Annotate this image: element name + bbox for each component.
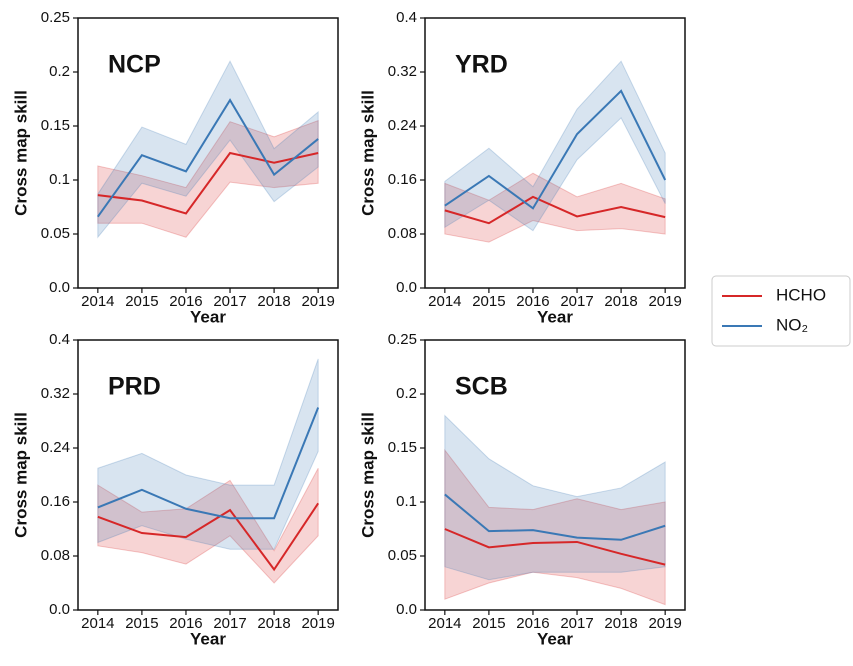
- x-tick-label: 2016: [169, 615, 202, 632]
- y-tick-label: 0.4: [396, 9, 417, 26]
- x-tick-label: 2019: [301, 615, 334, 632]
- series-line: [97, 502, 320, 572]
- y-tick-label: 0.1: [396, 493, 417, 510]
- y-tick-label: 0.32: [388, 63, 417, 80]
- y-tick-label: 0.16: [41, 493, 70, 510]
- legend-label: NO₂: [776, 315, 808, 334]
- confidence-band: [97, 119, 319, 238]
- x-tick-label: 2016: [169, 293, 202, 310]
- y-axis-label: Cross map skill: [358, 412, 377, 538]
- legend-box: [711, 275, 851, 347]
- y-axis-label: Cross map skill: [11, 90, 30, 216]
- x-tick-label: 2015: [472, 293, 505, 310]
- y-tick-label: 0.24: [388, 117, 417, 134]
- y-axis-label: Cross map skill: [11, 412, 30, 538]
- y-tick-label: 0.08: [388, 225, 417, 242]
- x-axis-label: Year: [537, 307, 573, 326]
- series-line: [97, 151, 319, 215]
- y-axis-label: Cross map skill: [358, 90, 377, 216]
- x-tick-label: 2018: [604, 615, 637, 632]
- x-tick-label: 2017: [213, 293, 246, 310]
- y-tick-label: 0.32: [41, 385, 70, 402]
- y-tick-label: 0.0: [49, 601, 70, 618]
- confidence-band: [97, 60, 319, 239]
- y-tick-label: 0.16: [388, 171, 417, 188]
- y-tick-label: 0.1: [49, 171, 70, 188]
- y-tick-label: 0.24: [41, 439, 70, 456]
- x-tick-label: 2019: [648, 293, 681, 310]
- y-tick-label: 0.2: [396, 385, 417, 402]
- x-tick-label: 2017: [560, 615, 593, 632]
- y-tick-label: 0.0: [49, 279, 70, 296]
- x-tick-label: 2016: [516, 293, 549, 310]
- x-axis-label: Year: [190, 629, 226, 648]
- y-tick-label: 0.15: [388, 439, 417, 456]
- panel-title: NCP: [108, 51, 161, 79]
- series-line: [97, 98, 319, 218]
- x-axis-label: Year: [190, 307, 226, 326]
- y-tick-label: 0.2: [49, 63, 70, 80]
- series-line: [444, 528, 666, 566]
- confidence-band: [444, 60, 666, 232]
- series-line: [444, 89, 667, 210]
- x-tick-label: 2017: [560, 293, 593, 310]
- y-tick-label: 0.25: [388, 331, 417, 348]
- series-line: [444, 195, 666, 225]
- x-tick-label: 2017: [213, 615, 246, 632]
- x-tick-label: 2019: [648, 615, 681, 632]
- confidence-band: [97, 358, 319, 550]
- confidence-band: [444, 414, 666, 581]
- series-line: [97, 407, 320, 520]
- panel-title: YRD: [455, 51, 508, 79]
- axes-frame: [77, 17, 339, 289]
- y-tick-label: 0.0: [396, 601, 417, 618]
- x-tick-label: 2018: [604, 293, 637, 310]
- x-tick-label: 2015: [472, 615, 505, 632]
- x-tick-label: 2014: [428, 293, 461, 310]
- y-tick-label: 0.4: [49, 331, 70, 348]
- x-tick-label: 2016: [516, 615, 549, 632]
- axes-frame: [424, 339, 686, 611]
- series-line: [444, 493, 666, 541]
- x-tick-label: 2018: [257, 293, 290, 310]
- y-tick-label: 0.15: [41, 117, 70, 134]
- x-axis-label: Year: [537, 629, 573, 648]
- axes-frame: [77, 339, 339, 611]
- panel-title: PRD: [108, 373, 161, 401]
- x-tick-label: 2014: [81, 615, 114, 632]
- y-tick-label: 0.0: [396, 279, 417, 296]
- legend-label: HCHO: [776, 285, 826, 304]
- panel-title: SCB: [455, 373, 508, 401]
- x-tick-label: 2015: [125, 615, 158, 632]
- confidence-band: [444, 448, 666, 606]
- y-tick-label: 0.25: [41, 9, 70, 26]
- y-tick-label: 0.05: [388, 547, 417, 564]
- axes-frame: [424, 17, 686, 289]
- x-tick-label: 2015: [125, 293, 158, 310]
- x-tick-label: 2014: [81, 293, 114, 310]
- x-tick-label: 2019: [301, 293, 334, 310]
- x-tick-label: 2018: [257, 615, 290, 632]
- x-tick-label: 2014: [428, 615, 461, 632]
- y-tick-label: 0.05: [41, 225, 70, 242]
- y-tick-label: 0.08: [41, 547, 70, 564]
